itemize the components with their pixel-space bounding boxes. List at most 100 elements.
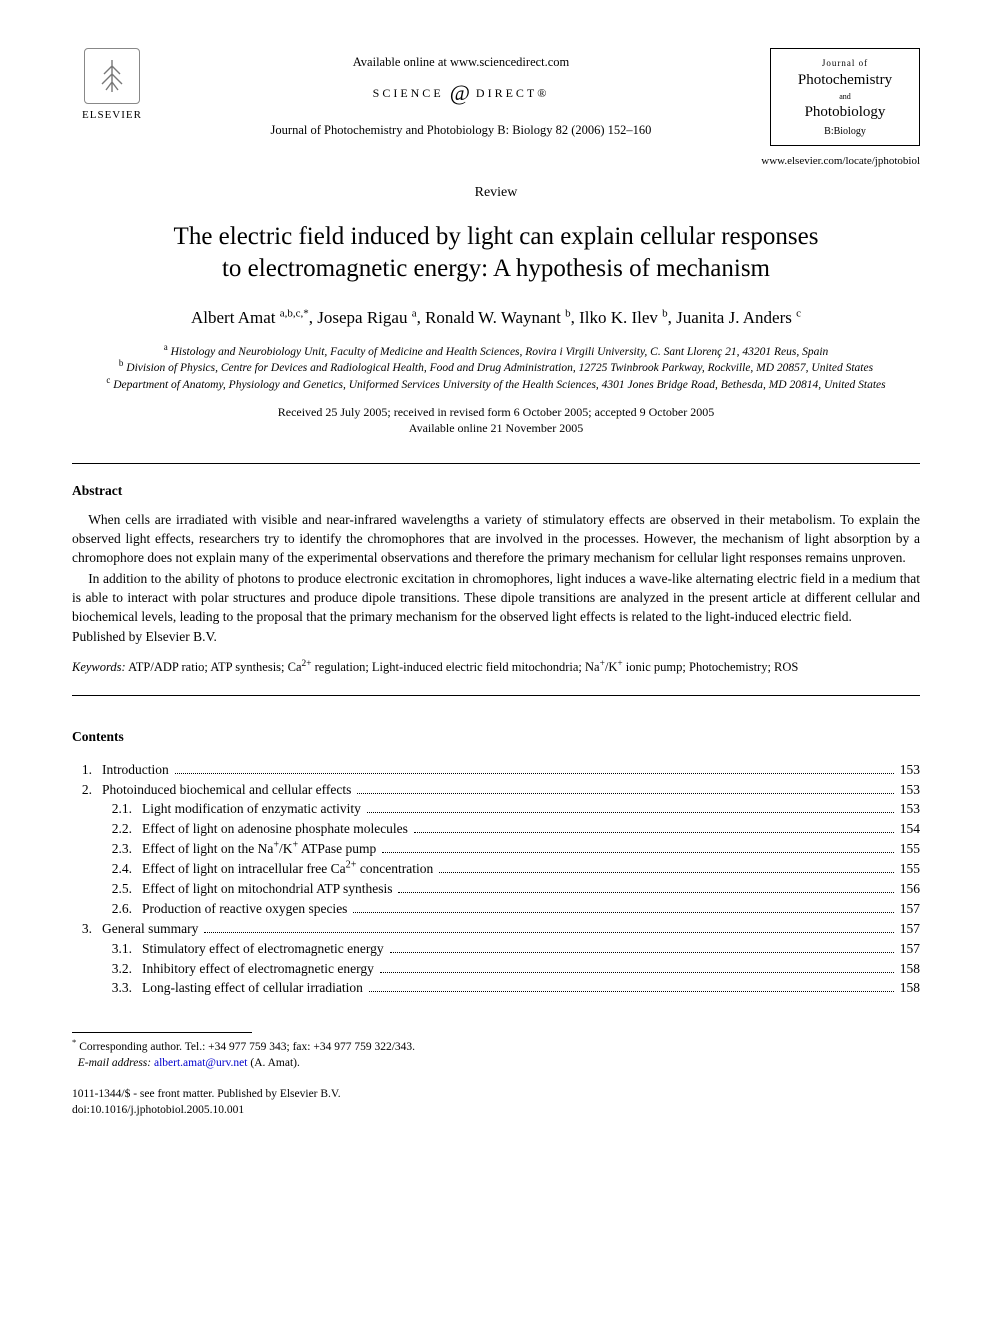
toc-number: 3.1. [72, 940, 142, 959]
toc-page: 157 [896, 940, 920, 959]
toc-number: 2.3. [72, 840, 142, 859]
toc-title: Long-lasting effect of cellular irradiat… [142, 979, 367, 998]
abstract-p2: In addition to the ability of photons to… [72, 570, 920, 627]
abstract-heading: Abstract [72, 482, 920, 501]
email-line: E-mail address: albert.amat@urv.net (A. … [72, 1055, 920, 1071]
contents-heading: Contents [72, 728, 920, 747]
toc-page: 157 [896, 900, 920, 919]
sd-word-left: SCIENCE [373, 85, 444, 102]
toc-row[interactable]: 1.Introduction 153 [72, 761, 920, 780]
toc-row[interactable]: 2.2.Effect of light on adenosine phospha… [72, 820, 920, 839]
affiliation-b: b Division of Physics, Centre for Device… [72, 360, 920, 377]
table-of-contents: 1.Introduction 1532.Photoinduced biochemi… [72, 761, 920, 999]
journal-cover-block: Journal of Photochemistry and Photobiolo… [770, 48, 920, 146]
toc-row[interactable]: 3.3.Long-lasting effect of cellular irra… [72, 979, 920, 998]
affiliation-c: c Department of Anatomy, Physiology and … [72, 377, 920, 394]
toc-leader-dots [380, 972, 894, 973]
toc-leader-dots [353, 912, 893, 913]
journal-cover-photobio: Photobiology [777, 102, 913, 123]
rule-bottom [72, 695, 920, 696]
journal-cover-box: Journal of Photochemistry and Photobiolo… [770, 48, 920, 146]
center-header: Available online at www.sciencedirect.co… [152, 48, 770, 140]
toc-row[interactable]: 2.4.Effect of light on intracellular fre… [72, 860, 920, 879]
toc-title: Effect of light on the Na+/K+ ATPase pum… [142, 840, 380, 859]
toc-leader-dots [390, 952, 894, 953]
journal-reference: Journal of Photochemistry and Photobiolo… [152, 122, 770, 140]
locate-url[interactable]: www.elsevier.com/locate/jphotobiol [72, 154, 920, 169]
toc-leader-dots [382, 852, 893, 853]
corresponding-text: Corresponding author. Tel.: +34 977 759 … [79, 1041, 415, 1053]
toc-leader-dots [204, 932, 893, 933]
toc-row[interactable]: 2.5.Effect of light on mitochondrial ATP… [72, 880, 920, 899]
toc-leader-dots [175, 773, 894, 774]
toc-number: 2.5. [72, 880, 142, 899]
received-line: Received 25 July 2005; received in revis… [72, 404, 920, 421]
toc-page: 156 [896, 880, 920, 899]
toc-row[interactable]: 3.2.Inhibitory effect of electromagnetic… [72, 960, 920, 979]
toc-number: 3.2. [72, 960, 142, 979]
sd-word-right: DIRECT® [476, 85, 549, 102]
available-online-date: Available online 21 November 2005 [72, 420, 920, 437]
page-header: ELSEVIER Available online at www.science… [72, 48, 920, 146]
abstract-p1: When cells are irradiated with visible a… [72, 511, 920, 568]
toc-page: 153 [896, 781, 920, 800]
toc-leader-dots [398, 892, 893, 893]
toc-title: Effect of light on intracellular free Ca… [142, 860, 437, 879]
toc-row[interactable]: 2.6.Production of reactive oxygen specie… [72, 900, 920, 919]
article-type: Review [72, 183, 920, 203]
available-online-text: Available online at www.sciencedirect.co… [152, 54, 770, 72]
journal-cover-bbio: B:Biology [777, 125, 913, 139]
toc-title: Effect of light on mitochondrial ATP syn… [142, 880, 396, 899]
toc-number: 2.4. [72, 860, 142, 879]
toc-row[interactable]: 2.Photoinduced biochemical and cellular … [72, 781, 920, 800]
rule-top [72, 463, 920, 464]
article-title: The electric field induced by light can … [72, 221, 920, 286]
toc-title: Light modification of enzymatic activity [142, 800, 365, 819]
toc-number: 3. [72, 920, 102, 939]
toc-title: General summary [102, 920, 202, 939]
elsevier-tree-icon [84, 48, 140, 104]
toc-leader-dots [439, 872, 893, 873]
doi-line: doi:10.1016/j.jphotobiol.2005.10.001 [72, 1102, 920, 1118]
affiliation-a: a Histology and Neurobiology Unit, Facul… [72, 344, 920, 361]
footnote-block: * Corresponding author. Tel.: +34 977 75… [72, 1039, 920, 1071]
toc-page: 153 [896, 761, 920, 780]
title-line-1: The electric field induced by light can … [174, 223, 819, 250]
elsevier-logo: ELSEVIER [72, 48, 152, 123]
toc-row[interactable]: 2.1.Light modification of enzymatic acti… [72, 800, 920, 819]
toc-number: 1. [72, 761, 102, 780]
toc-title: Introduction [102, 761, 173, 780]
article-dates: Received 25 July 2005; received in revis… [72, 404, 920, 438]
authors-line: Albert Amat a,b,c,*, Josepa Rigau a, Ron… [72, 306, 920, 330]
affiliations: a Histology and Neurobiology Unit, Facul… [72, 344, 920, 394]
corresponding-author: * Corresponding author. Tel.: +34 977 75… [72, 1039, 920, 1055]
toc-leader-dots [367, 812, 894, 813]
footnote-rule [72, 1032, 252, 1033]
toc-page: 155 [896, 840, 920, 859]
journal-cover-journalof: Journal of [777, 57, 913, 70]
toc-row[interactable]: 3.General summary157 [72, 920, 920, 939]
keywords-label: Keywords: [72, 660, 126, 674]
toc-number: 2.1. [72, 800, 142, 819]
email-address[interactable]: albert.amat@urv.net [154, 1057, 248, 1069]
abstract-body: When cells are irradiated with visible a… [72, 511, 920, 626]
journal-cover-photochem: Photochemistry [777, 70, 913, 91]
toc-page: 153 [896, 800, 920, 819]
publisher-name: ELSEVIER [72, 108, 152, 123]
toc-leader-dots [369, 991, 894, 992]
keywords-text: ATP/ADP ratio; ATP synthesis; Ca2+ regul… [126, 660, 799, 674]
toc-page: 155 [896, 860, 920, 879]
published-by: Published by Elsevier B.V. [72, 628, 920, 647]
email-label: E-mail address: [78, 1057, 151, 1069]
copyright-block: 1011-1344/$ - see front matter. Publishe… [72, 1086, 920, 1118]
toc-row[interactable]: 2.3.Effect of light on the Na+/K+ ATPase… [72, 840, 920, 859]
toc-row[interactable]: 3.1.Stimulatory effect of electromagneti… [72, 940, 920, 959]
toc-leader-dots [414, 832, 894, 833]
front-matter-line: 1011-1344/$ - see front matter. Publishe… [72, 1086, 920, 1102]
toc-title: Inhibitory effect of electromagnetic ene… [142, 960, 378, 979]
toc-number: 2.6. [72, 900, 142, 919]
toc-title: Production of reactive oxygen species [142, 900, 351, 919]
toc-page: 158 [896, 960, 920, 979]
journal-cover-and: and [777, 91, 913, 102]
toc-number: 2.2. [72, 820, 142, 839]
